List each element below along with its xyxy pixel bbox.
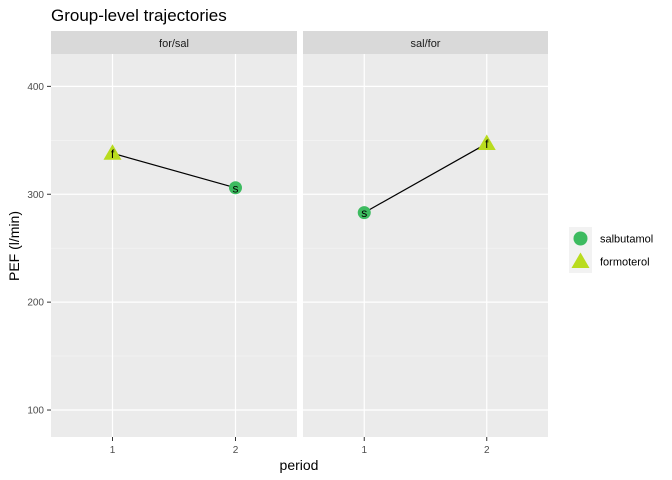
data-label: f — [485, 137, 489, 151]
series-line — [363, 143, 488, 214]
facet-strip-label: sal/for — [411, 38, 441, 50]
x-tick-label: 2 — [484, 445, 490, 456]
facet-panel: for/sal f s — [51, 31, 297, 437]
x-tick-label: 2 — [233, 445, 239, 456]
data-label: s — [361, 206, 367, 220]
x-tick-label: 1 — [110, 445, 116, 456]
data-label: s — [233, 181, 239, 195]
facet-strip-label: for/sal — [159, 38, 189, 50]
facet-panel: sal/for s f — [303, 31, 548, 437]
y-axis: 100 200 300 400 — [27, 82, 51, 417]
legend-label: formoterol — [600, 257, 650, 269]
y-tick-label: 200 — [27, 298, 44, 309]
data-point-formoterol — [477, 134, 496, 151]
data-point-salbutamol — [357, 206, 371, 220]
chart-title: Group-level trajectories — [51, 6, 227, 25]
facet-panels: for/sal f s sal/for s f — [51, 31, 548, 437]
facet-strip — [303, 31, 548, 54]
x-axis: 1 2 1 2 — [110, 437, 490, 456]
x-axis-label: period — [280, 457, 319, 473]
data-label: f — [111, 147, 115, 161]
legend-label: salbutamol — [600, 234, 653, 246]
x-tick-label: 1 — [361, 445, 367, 456]
y-tick-label: 100 — [27, 406, 44, 417]
panel-background — [303, 54, 548, 437]
y-tick-label: 400 — [27, 82, 44, 93]
y-axis-label: PEF (l/min) — [6, 211, 22, 281]
data-point-formoterol — [103, 144, 122, 160]
data-point-salbutamol — [229, 181, 242, 195]
facet-strip — [51, 31, 297, 54]
legend-key-formoterol — [571, 252, 590, 268]
panel-background — [51, 54, 297, 437]
legend: salbutamol formoterol — [569, 227, 653, 273]
y-tick-label: 300 — [27, 190, 44, 201]
series-line — [112, 152, 236, 189]
legend-key-salbutamol — [573, 231, 588, 246]
